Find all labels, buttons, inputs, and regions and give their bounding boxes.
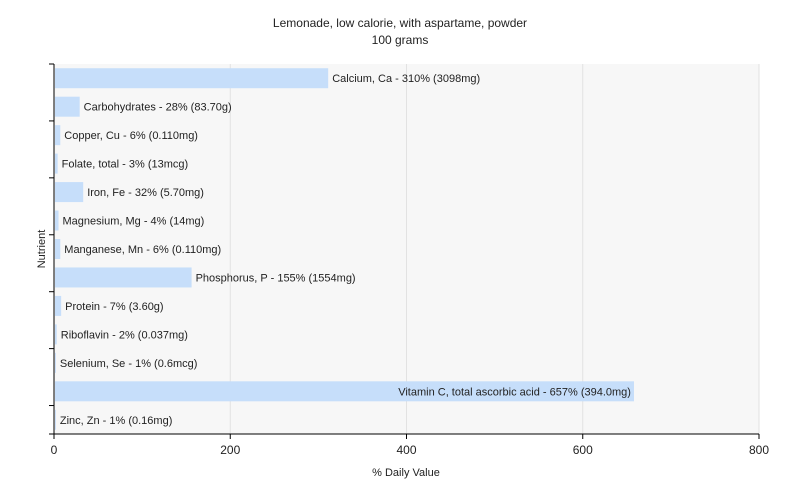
- chart-subtitle: 100 grams: [372, 33, 429, 47]
- bar-label: Carbohydrates - 28% (83.70g): [84, 102, 232, 114]
- y-axis-label: Nutrient: [36, 230, 48, 269]
- chart-title: Lemonade, low calorie, with aspartame, p…: [273, 16, 527, 30]
- x-tick-label: 200: [220, 443, 240, 457]
- bar: [55, 324, 57, 345]
- bar: [55, 381, 634, 402]
- bar: [55, 125, 61, 146]
- x-tick-label: 400: [396, 443, 416, 457]
- bar: [55, 68, 329, 89]
- x-tick-label: 600: [573, 443, 593, 457]
- bar-label: Selenium, Se - 1% (0.6mcg): [60, 358, 198, 370]
- x-tick-label: 800: [749, 443, 769, 457]
- bar-label: Vitamin C, total ascorbic acid - 657% (3…: [398, 386, 631, 398]
- bar: [55, 352, 56, 373]
- bar-label: Phosphorus, P - 155% (1554mg): [196, 272, 356, 284]
- bars: [55, 68, 634, 430]
- bar-label: Protein - 7% (3.60g): [65, 301, 163, 313]
- bar: [55, 239, 61, 259]
- bar-label: Calcium, Ca - 310% (3098mg): [332, 73, 480, 85]
- bar-labels: Calcium, Ca - 310% (3098mg) Carbohydrates…: [60, 73, 631, 427]
- x-axis-label: % Daily Value: [372, 467, 440, 479]
- bar-label: Copper, Cu - 6% (0.110mg): [64, 130, 198, 142]
- bar: [55, 409, 56, 430]
- bar: [55, 267, 192, 288]
- bar-label: Zinc, Zn - 1% (0.16mg): [60, 415, 172, 427]
- bar: [55, 153, 58, 174]
- grid-lines: [229, 64, 760, 434]
- x-tick-label: 0: [51, 443, 58, 457]
- bar: [55, 295, 62, 316]
- bar-label: Folate, total - 3% (13mcg): [62, 159, 189, 171]
- bar-label: Riboflavin - 2% (0.037mg): [61, 329, 188, 341]
- x-axis-ticks: 0 200 400 600 800: [51, 434, 769, 457]
- bar: [55, 182, 84, 203]
- bar: [55, 96, 80, 117]
- bar-label: Iron, Fe - 32% (5.70mg): [87, 187, 204, 199]
- bar-label: Manganese, Mn - 6% (0.110mg): [64, 244, 221, 256]
- bar-label: Magnesium, Mg - 4% (14mg): [63, 216, 205, 228]
- bar: [55, 210, 59, 231]
- axes: [49, 63, 759, 439]
